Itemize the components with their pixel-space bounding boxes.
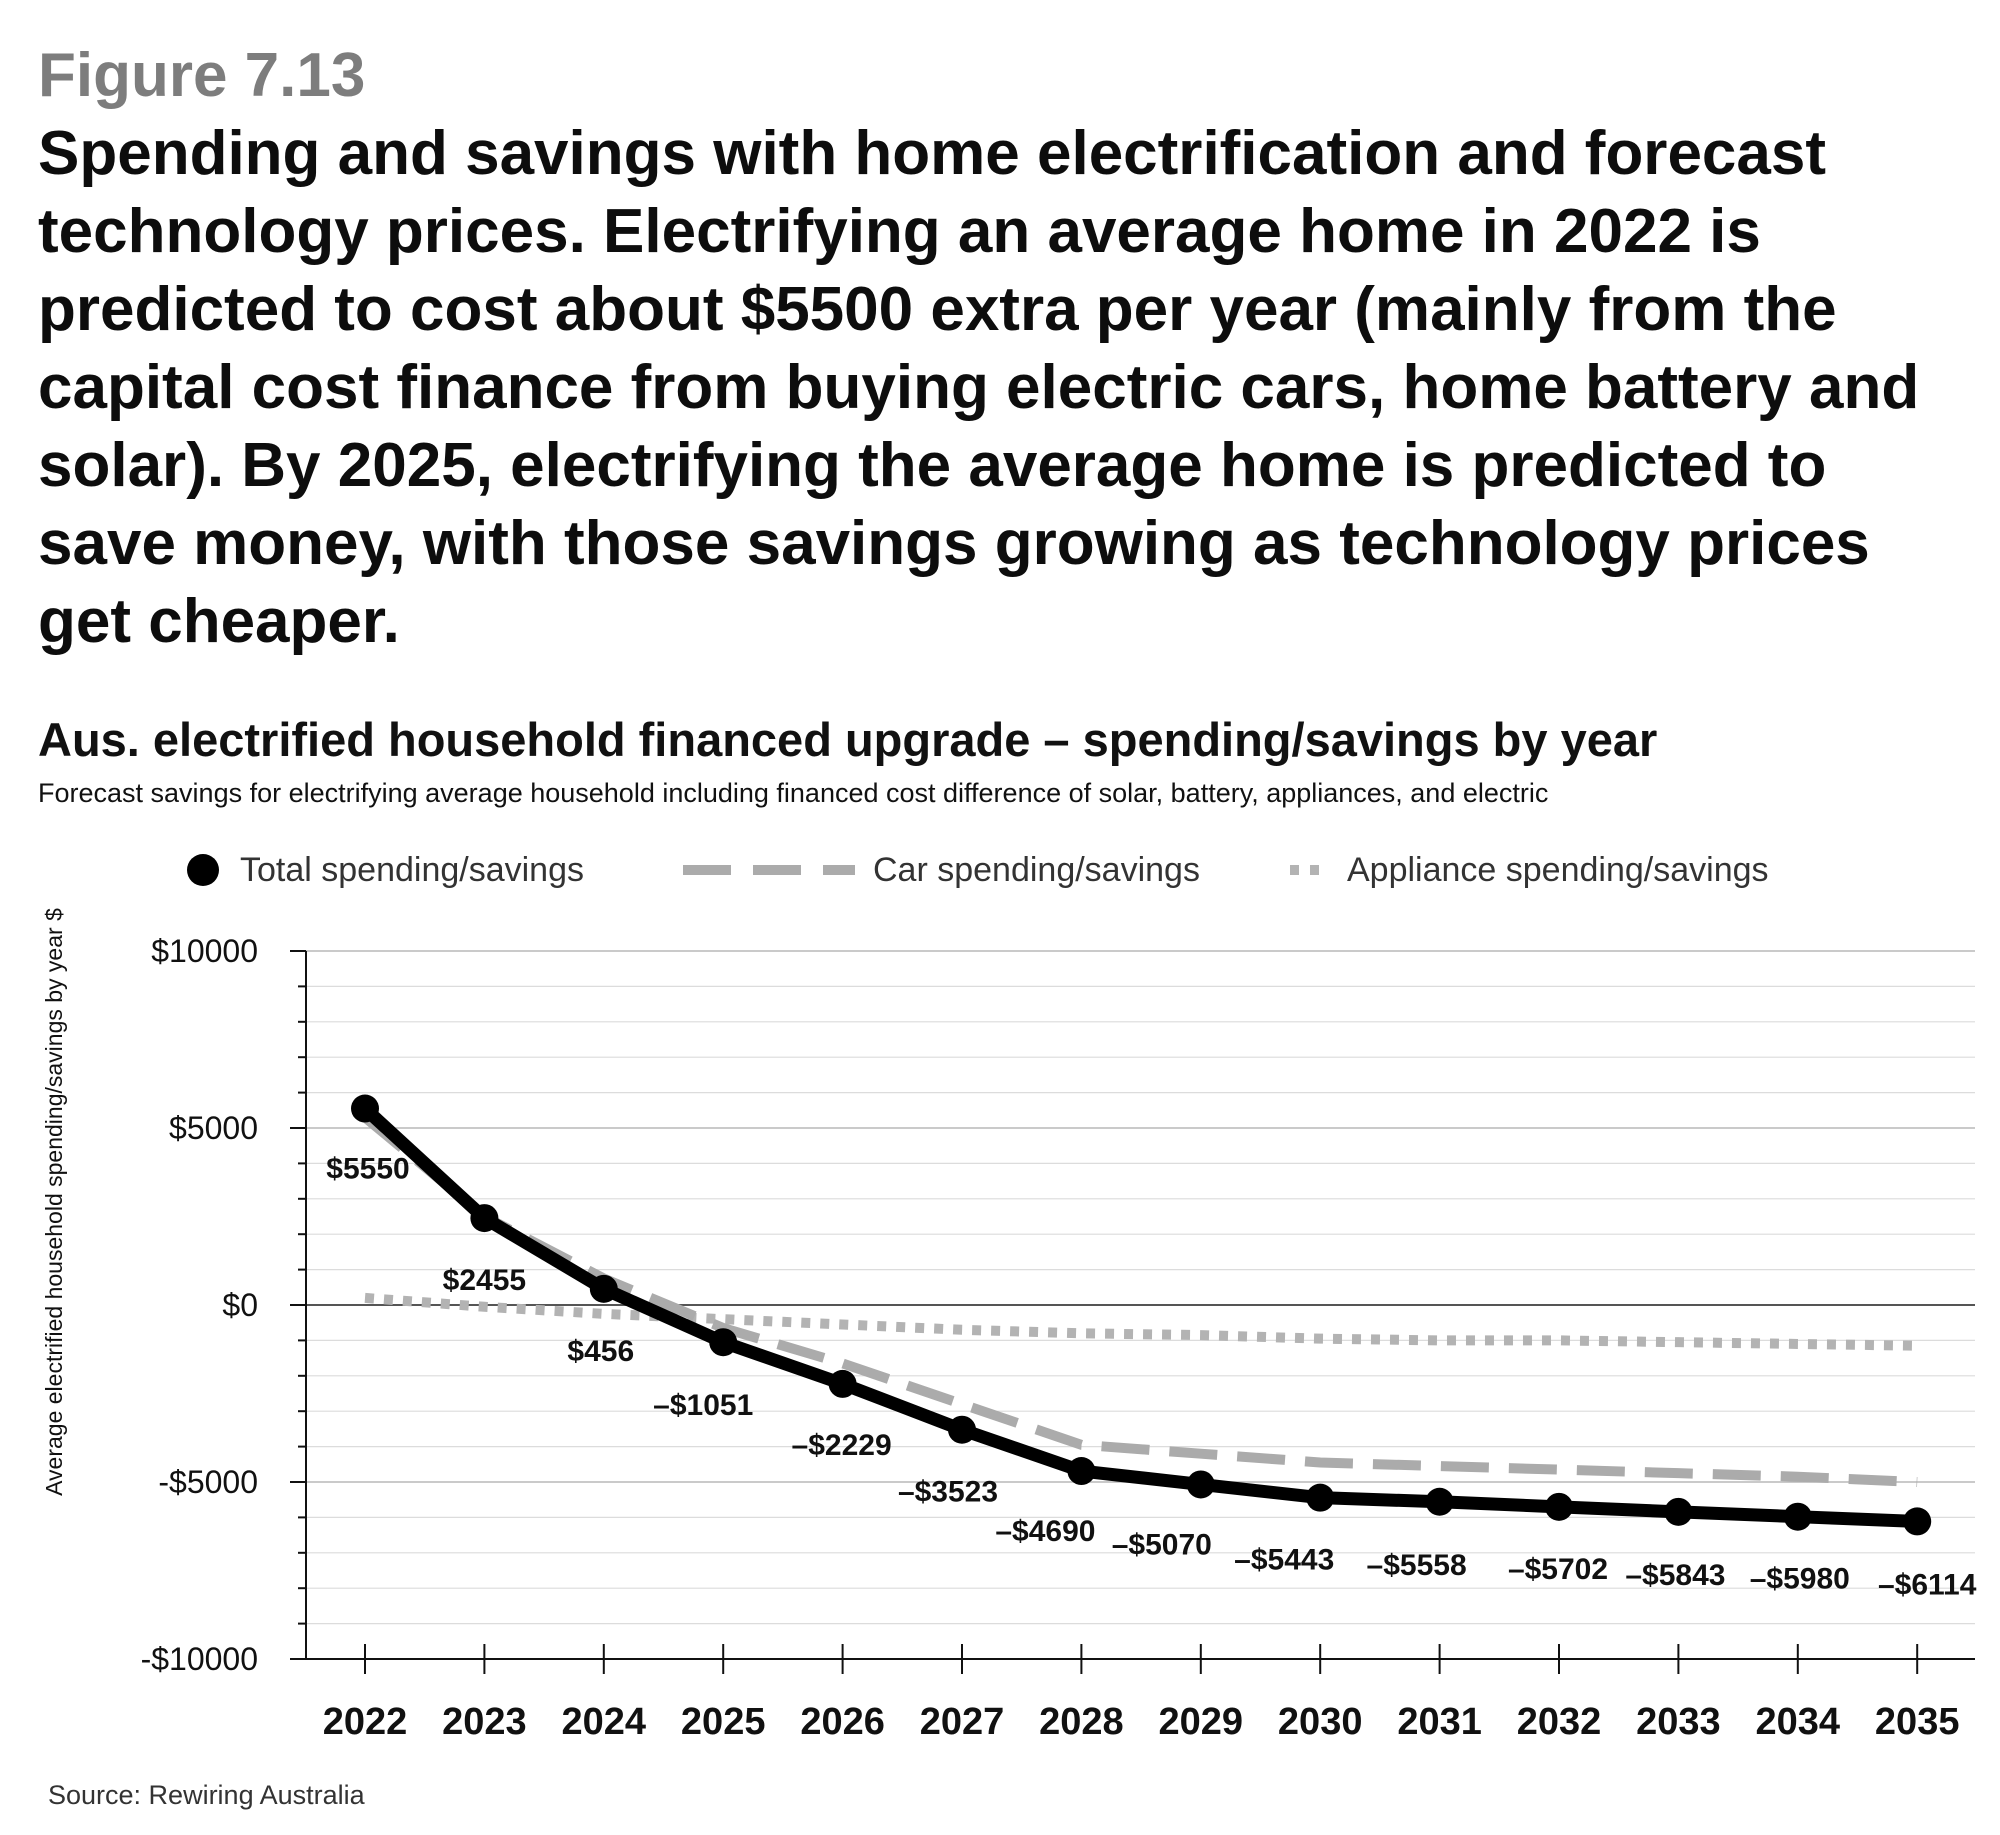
total-point — [1903, 1507, 1932, 1536]
x-tick-label: 2024 — [562, 1701, 647, 1743]
series — [351, 1094, 1932, 1536]
data-label: $456 — [567, 1335, 634, 1368]
total-point — [1664, 1497, 1693, 1526]
data-label: –$3523 — [898, 1476, 998, 1509]
y-tick-label: $5000 — [169, 1110, 258, 1146]
y-tick-label: $0 — [222, 1287, 258, 1323]
y-axis-title: Average electrified household spending/s… — [41, 908, 67, 1496]
data-label: –$5443 — [1234, 1544, 1334, 1577]
x-tick-label: 2035 — [1875, 1701, 1960, 1743]
x-tick-label: 2029 — [1159, 1701, 1244, 1743]
legend: Total spending/savings Car spending/savin… — [187, 851, 1769, 889]
x-tick-label: 2032 — [1517, 1701, 1602, 1743]
chart-subtitle: Forecast savings for electrifying averag… — [38, 778, 1549, 808]
data-labels: $5550 $2455 $456 –$1051 –$2229–$3523 –$4690 –$… — [326, 1153, 1976, 1602]
y-tick-label: -$10000 — [141, 1641, 258, 1677]
data-label: –$5558 — [1367, 1549, 1467, 1582]
appliance-series-line — [364, 1292, 1918, 1351]
total-point — [1186, 1470, 1215, 1499]
source-note: Source: Rewiring Australia — [48, 1780, 365, 1810]
data-label: –$4690 — [995, 1515, 1095, 1548]
x-tick-label: 2027 — [920, 1701, 1005, 1743]
total-point — [1306, 1483, 1335, 1512]
total-point — [828, 1369, 857, 1398]
data-label: $2455 — [443, 1264, 526, 1297]
x-tick-label: 2026 — [800, 1701, 885, 1743]
total-point — [948, 1415, 976, 1444]
data-label: –$5070 — [1112, 1528, 1212, 1561]
total-point — [1783, 1502, 1812, 1531]
total-point — [351, 1094, 379, 1123]
total-point — [1545, 1492, 1573, 1521]
y-tick-label: $10000 — [151, 933, 258, 969]
x-tick-label: 2034 — [1756, 1701, 1841, 1743]
legend-appliance-label: Appliance spending/savings — [1347, 851, 1769, 889]
figure-caption: Spending and savings with home electrifi… — [38, 119, 1920, 656]
x-tick-label: 2033 — [1636, 1701, 1721, 1743]
data-label: –$5843 — [1625, 1559, 1725, 1592]
legend-car-label: Car spending/savings — [873, 851, 1200, 889]
chart-title: Aus. electrified household financed upgr… — [38, 713, 1658, 766]
car-series-line — [361, 1113, 1918, 1487]
data-label: –$1051 — [653, 1389, 753, 1422]
data-label: –$5702 — [1508, 1553, 1608, 1586]
total-point — [589, 1274, 618, 1303]
y-tick-label: -$5000 — [158, 1464, 258, 1500]
data-label: –$5980 — [1750, 1563, 1850, 1596]
data-label: –$2229 — [792, 1429, 892, 1462]
total-point — [709, 1328, 738, 1357]
x-tick-label: 2031 — [1397, 1701, 1482, 1743]
total-point — [1067, 1457, 1096, 1486]
x-tick-label: 2030 — [1278, 1701, 1363, 1743]
total-series-line — [360, 1103, 1918, 1528]
total-point — [1425, 1487, 1454, 1516]
x-tick-label: 2023 — [442, 1701, 527, 1743]
legend-total-marker — [187, 854, 219, 886]
legend-total-label: Total spending/savings — [240, 851, 584, 889]
total-point — [470, 1204, 499, 1233]
x-tick-label: 2022 — [323, 1701, 408, 1743]
axes: $10000 $5000 $0 -$5000 -$10000 2022 2023 2024 20… — [41, 908, 1975, 1743]
data-label: –$6114 — [1878, 1568, 1977, 1601]
x-tick-label: 2025 — [681, 1701, 766, 1743]
x-tick-label: 2028 — [1039, 1701, 1124, 1743]
data-label: $5550 — [326, 1153, 409, 1186]
figure-label: Figure 7.13 — [38, 41, 366, 110]
